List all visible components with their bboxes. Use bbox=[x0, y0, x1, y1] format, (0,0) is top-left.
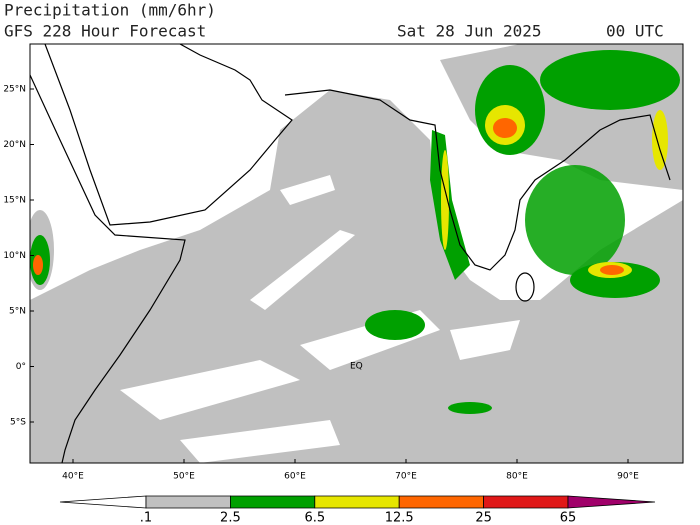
coastline bbox=[30, 44, 671, 463]
lat-label: 5°N bbox=[9, 307, 26, 317]
colorbar-label: .1 bbox=[140, 511, 152, 525]
colorbar-segment bbox=[398, 495, 484, 509]
precip-moderate bbox=[448, 402, 492, 414]
lat-label: 25°N bbox=[3, 85, 26, 95]
colorbar-segment bbox=[567, 495, 656, 509]
colorbar-label: 2.5 bbox=[220, 511, 241, 525]
map-area bbox=[30, 44, 683, 463]
lon-label: 90°E bbox=[617, 472, 639, 482]
colorbar: .1 2.5 6.5 12.5 25 65 bbox=[59, 495, 656, 525]
colorbar-segment bbox=[483, 495, 569, 509]
precip-light bbox=[30, 90, 683, 463]
lat-label: 15°N bbox=[3, 196, 26, 206]
precip-heavy bbox=[652, 110, 668, 170]
colorbar-label: 6.5 bbox=[304, 511, 325, 525]
colorbar-label: 25 bbox=[475, 511, 492, 525]
subtitle: GFS 228 Hour Forecast bbox=[4, 22, 206, 41]
lon-label: 60°E bbox=[284, 472, 306, 482]
precip-heavy bbox=[600, 265, 624, 275]
lat-label: 10°N bbox=[3, 251, 26, 261]
axis-labels: 25°N 20°N 15°N 10°N 5°N 0° 5°S 40°E 50°E 60°E 70°E… bbox=[3, 85, 639, 482]
date: Sat 28 Jun 2025 bbox=[397, 22, 542, 41]
lat-label: 20°N bbox=[3, 140, 26, 150]
precip-moderate bbox=[365, 310, 425, 340]
map-frame bbox=[29, 43, 684, 464]
colorbar-segment bbox=[59, 495, 147, 509]
precip-moderate bbox=[540, 50, 680, 110]
dry-streak bbox=[120, 175, 520, 463]
precip-moderate bbox=[525, 165, 625, 275]
colorbar-segment bbox=[145, 495, 231, 509]
lon-label: 50°E bbox=[173, 472, 195, 482]
time: 00 UTC bbox=[606, 22, 664, 41]
annotation: EQ bbox=[350, 362, 363, 372]
precip-heavy bbox=[441, 150, 449, 250]
lon-label: 70°E bbox=[395, 472, 417, 482]
lat-label: 5°S bbox=[10, 418, 26, 428]
lat-label: 0° bbox=[16, 362, 26, 372]
precip-heavy bbox=[33, 255, 43, 275]
title: Precipitation (mm/6hr) bbox=[4, 1, 216, 20]
lon-label: 40°E bbox=[62, 472, 84, 482]
colorbar-segment bbox=[314, 495, 400, 509]
colorbar-label: 12.5 bbox=[385, 511, 414, 525]
colorbar-segment bbox=[230, 495, 316, 509]
precip-heavy bbox=[493, 118, 517, 138]
colorbar-label: 65 bbox=[560, 511, 577, 525]
lon-label: 80°E bbox=[506, 472, 528, 482]
